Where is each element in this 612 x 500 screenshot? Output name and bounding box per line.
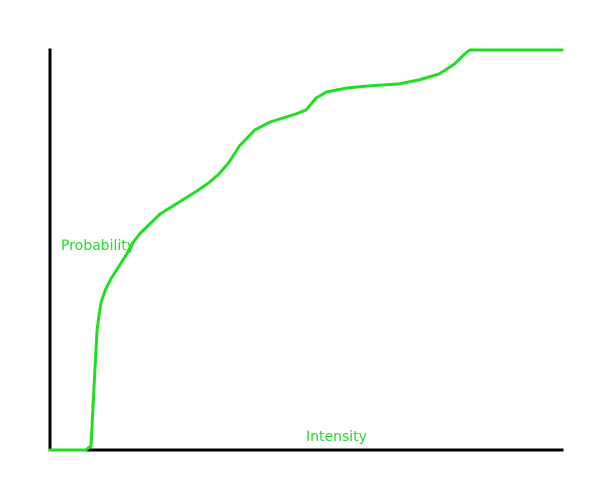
series-line xyxy=(48,48,564,452)
y-axis-label: Probability xyxy=(61,238,135,254)
x-axis-label: Intensity xyxy=(306,429,367,445)
